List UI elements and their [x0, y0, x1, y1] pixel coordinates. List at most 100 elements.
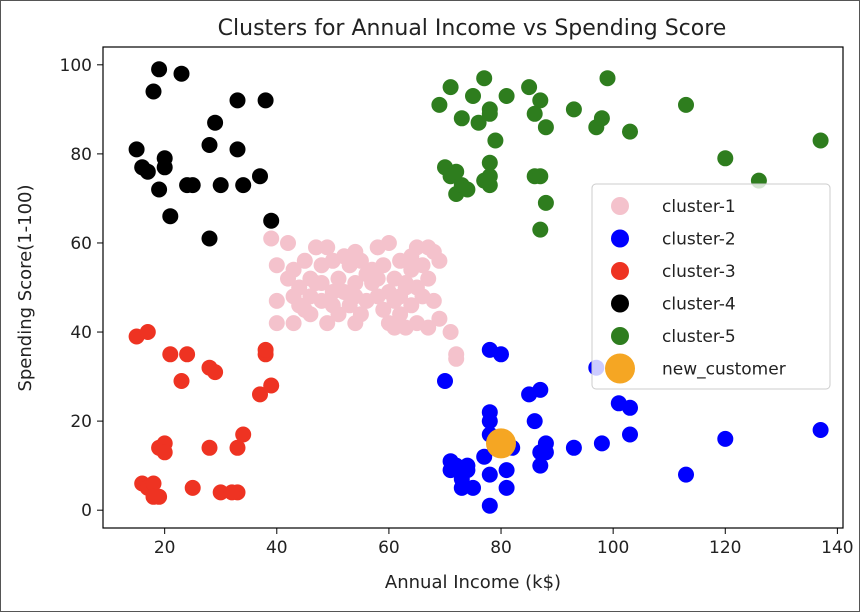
point-cluster-3 [263, 377, 280, 394]
point-cluster-4 [184, 177, 201, 194]
point-cluster-5 [448, 163, 465, 180]
point-cluster-5 [453, 110, 470, 127]
point-cluster-4 [201, 137, 218, 153]
point-cluster-2 [481, 413, 498, 430]
point-cluster-3 [223, 484, 240, 501]
chart-title: Clusters for Annual Income vs Spending S… [218, 16, 727, 41]
point-cluster-3 [173, 373, 190, 389]
y-tick-label: 0 [81, 501, 92, 521]
point-cluster-2 [532, 457, 549, 474]
point-cluster-1 [296, 301, 313, 318]
point-cluster-5 [678, 96, 694, 113]
point-cluster-1 [403, 261, 420, 278]
point-cluster-3 [229, 439, 246, 456]
x-tick-label: 40 [266, 538, 288, 558]
point-cluster-5 [537, 119, 554, 136]
point-cluster-2 [476, 448, 493, 465]
point-cluster-3 [257, 341, 274, 358]
point-cluster-1 [352, 306, 369, 323]
plot-area [102, 46, 844, 529]
point-cluster-1 [268, 257, 285, 274]
point-cluster-1 [375, 301, 392, 318]
point-cluster-3 [179, 346, 196, 363]
point-cluster-5 [431, 96, 448, 113]
point-cluster-1 [369, 270, 386, 287]
legend-marker [611, 294, 629, 313]
point-cluster-2 [465, 479, 481, 496]
point-cluster-3 [139, 324, 156, 340]
x-tick-label: 100 [597, 538, 629, 558]
point-cluster-1 [442, 324, 459, 340]
new-customer-point [486, 428, 516, 459]
point-cluster-5 [487, 132, 504, 149]
legend-marker [611, 327, 629, 345]
point-cluster-5 [622, 123, 638, 140]
point-cluster-1 [403, 297, 420, 314]
point-cluster-2 [481, 466, 498, 483]
point-cluster-1 [380, 235, 397, 251]
legend: cluster-1 cluster-2 cluster-3 cluster-4 clus… [591, 183, 831, 390]
point-cluster-3 [235, 426, 252, 443]
point-cluster-4 [128, 141, 145, 158]
point-cluster-4 [235, 177, 252, 194]
point-cluster-5 [532, 221, 549, 238]
y-tick-label: 60 [70, 234, 92, 254]
legend-entry: cluster-2 [662, 230, 736, 250]
point-cluster-2 [437, 373, 453, 389]
point-cluster-1 [280, 235, 296, 251]
point-cluster-5 [599, 70, 616, 87]
point-cluster-4 [145, 83, 162, 100]
point-cluster-4 [207, 114, 224, 131]
point-cluster-1 [431, 310, 448, 327]
x-tick-label: 60 [378, 538, 400, 558]
y-tick-label: 100 [60, 56, 92, 76]
point-cluster-1 [352, 252, 369, 269]
point-cluster-1 [285, 315, 302, 332]
point-cluster-5 [565, 101, 582, 118]
point-cluster-5 [532, 92, 549, 109]
point-cluster-3 [212, 484, 229, 501]
point-cluster-1 [341, 297, 358, 314]
point-cluster-4 [162, 208, 179, 225]
point-cluster-5 [442, 79, 459, 96]
point-cluster-3 [145, 475, 162, 492]
point-cluster-4 [139, 163, 156, 180]
point-cluster-3 [201, 439, 218, 456]
point-cluster-3 [252, 386, 268, 403]
point-cluster-2 [812, 422, 829, 438]
y-tick-label: 40 [70, 323, 92, 343]
point-cluster-1 [420, 270, 437, 287]
point-cluster-5 [476, 70, 493, 87]
point-cluster-2 [622, 426, 638, 443]
point-cluster-4 [263, 212, 280, 229]
point-cluster-5 [537, 194, 554, 211]
point-cluster-2 [678, 466, 694, 483]
point-cluster-1 [420, 319, 437, 336]
point-cluster-5 [717, 150, 734, 167]
point-cluster-3 [207, 364, 224, 381]
point-cluster-1 [347, 275, 364, 291]
point-cluster-3 [184, 479, 201, 496]
x-tick-label: 20 [154, 538, 176, 558]
x-tick-label: 80 [490, 538, 512, 558]
point-cluster-3 [156, 444, 173, 461]
point-cluster-1 [392, 306, 409, 323]
point-cluster-5 [812, 132, 829, 149]
point-cluster-5 [526, 105, 543, 122]
point-cluster-2 [593, 435, 610, 452]
x-axis-label: Annual Income (k$) [385, 572, 561, 593]
point-cluster-1 [324, 284, 341, 300]
point-cluster-1 [330, 270, 347, 287]
point-cluster-2 [498, 462, 515, 479]
legend-entry: cluster-3 [662, 262, 736, 282]
y-axis: 0 20 40 60 80 100 [60, 56, 103, 521]
legend-marker [611, 262, 629, 280]
legend-entry: new_customer [662, 360, 786, 380]
point-cluster-5 [593, 110, 610, 127]
point-cluster-2 [498, 479, 515, 496]
point-cluster-2 [622, 399, 638, 416]
y-tick-label: 80 [70, 145, 92, 165]
point-cluster-4 [252, 168, 268, 185]
point-cluster-1 [268, 315, 285, 332]
